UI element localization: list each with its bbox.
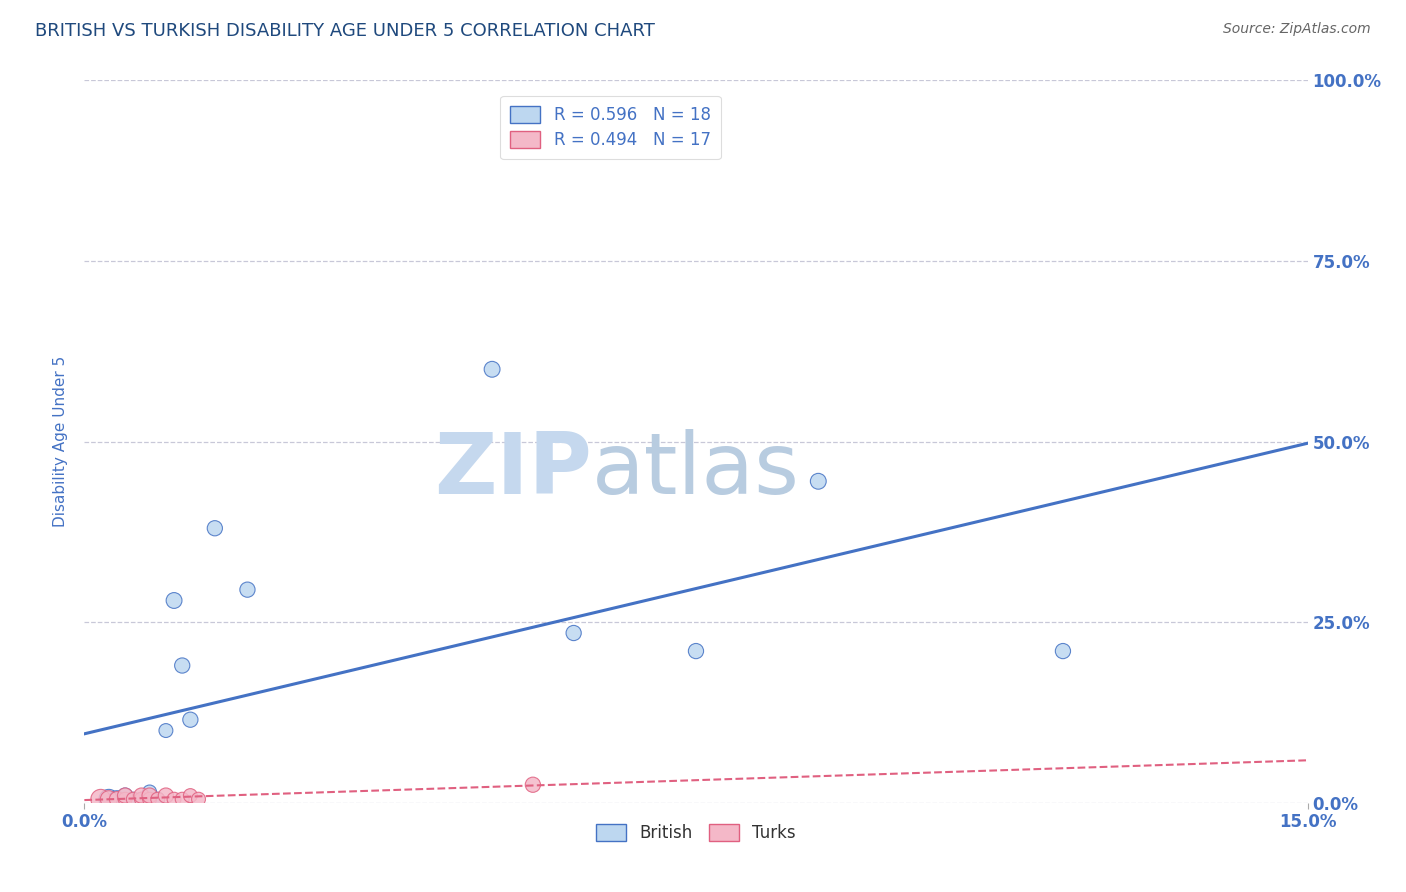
Text: Source: ZipAtlas.com: Source: ZipAtlas.com: [1223, 22, 1371, 37]
Text: BRITISH VS TURKISH DISABILITY AGE UNDER 5 CORRELATION CHART: BRITISH VS TURKISH DISABILITY AGE UNDER …: [35, 22, 655, 40]
Point: [138, 789, 160, 803]
Point: [685, 644, 707, 658]
Text: ZIP: ZIP: [434, 429, 592, 512]
Y-axis label: Disability Age Under 5: Disability Age Under 5: [53, 356, 69, 527]
Point: [1052, 644, 1074, 658]
Point: [562, 626, 585, 640]
Point: [114, 792, 136, 806]
Point: [105, 792, 128, 806]
Point: [236, 582, 259, 597]
Legend: British, Turks: British, Turks: [589, 817, 803, 848]
Point: [187, 792, 209, 806]
Point: [114, 789, 136, 803]
Point: [122, 792, 145, 806]
Point: [105, 792, 128, 806]
Point: [204, 521, 226, 535]
Point: [114, 789, 136, 803]
Point: [97, 792, 120, 806]
Point: [179, 789, 201, 803]
Point: [155, 789, 177, 803]
Point: [155, 723, 177, 738]
Point: [522, 778, 544, 792]
Point: [172, 658, 194, 673]
Point: [131, 789, 153, 803]
Point: [807, 475, 830, 489]
Point: [146, 792, 169, 806]
Point: [131, 792, 153, 806]
Point: [179, 713, 201, 727]
Point: [172, 792, 194, 806]
Point: [97, 792, 120, 806]
Point: [481, 362, 503, 376]
Point: [131, 792, 153, 806]
Point: [146, 792, 169, 806]
Point: [122, 792, 145, 806]
Point: [138, 785, 160, 799]
Point: [163, 792, 186, 806]
Point: [90, 792, 112, 806]
Text: atlas: atlas: [592, 429, 800, 512]
Point: [138, 792, 160, 806]
Point: [163, 593, 186, 607]
